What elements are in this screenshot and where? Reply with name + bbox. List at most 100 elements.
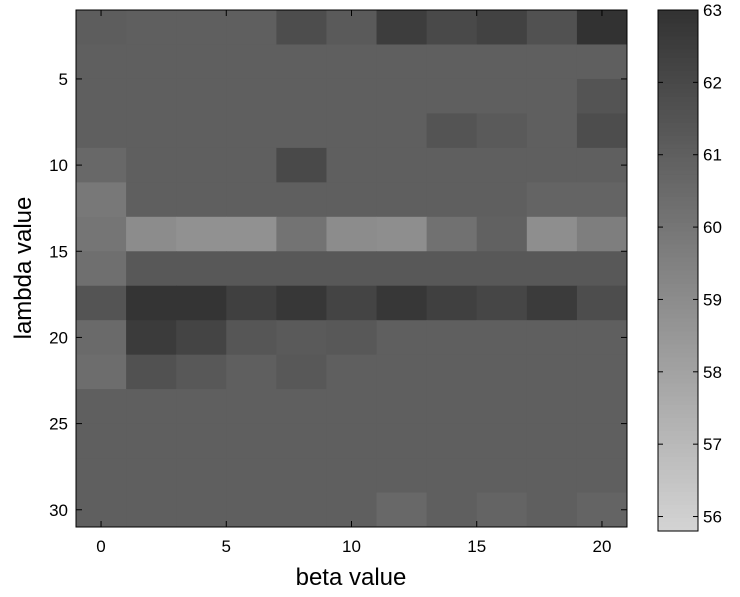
heatmap-cell: [527, 389, 578, 424]
colorbar-swatch: [658, 375, 698, 380]
heatmap-cell: [477, 148, 528, 183]
heatmap-cell: [427, 217, 478, 252]
colorbar-swatch: [658, 262, 698, 267]
heatmap-cell: [377, 148, 428, 183]
heatmap-cell: [326, 44, 377, 79]
heatmap-cell: [477, 79, 528, 114]
heatmap-cell: [477, 458, 528, 493]
colorbar-tick-label: 62: [703, 73, 722, 92]
heatmap-cell: [276, 113, 327, 148]
x-tick-label: 5: [222, 537, 231, 556]
colorbar-swatch: [658, 475, 698, 480]
colorbar-swatch: [658, 158, 698, 163]
y-tick-label: 25: [49, 415, 68, 434]
heatmap-cell: [577, 182, 628, 217]
y-axis-label: lambda value: [10, 197, 37, 340]
heatmap-cell: [477, 320, 528, 355]
heatmap-cell: [226, 44, 277, 79]
heatmap-cell: [427, 355, 478, 390]
colorbar-swatch: [658, 440, 698, 445]
colorbar-swatch: [658, 405, 698, 410]
heatmap-cell: [427, 493, 478, 528]
heatmap-cell: [477, 113, 528, 148]
heatmap-cell: [276, 389, 327, 424]
colorbar-swatch: [658, 140, 698, 145]
heatmap-cell: [76, 389, 127, 424]
colorbar-tick-label: 63: [703, 1, 722, 20]
colorbar-swatch: [658, 522, 698, 527]
heatmap-cell: [577, 113, 628, 148]
heatmap-cell: [377, 217, 428, 252]
heatmap-cell: [377, 286, 428, 321]
colorbar-swatch: [658, 75, 698, 80]
colorbar-swatch: [658, 257, 698, 262]
colorbar-swatch: [658, 318, 698, 323]
heatmap-cell: [326, 182, 377, 217]
heatmap-cell: [427, 424, 478, 459]
colorbar-swatch: [658, 435, 698, 440]
heatmap-cell: [176, 493, 227, 528]
colorbar-swatch: [658, 505, 698, 510]
heatmap-cell: [527, 320, 578, 355]
colorbar-swatch: [658, 114, 698, 119]
heatmap-cell: [126, 113, 177, 148]
colorbar-swatch: [658, 271, 698, 276]
colorbar-swatch: [658, 370, 698, 375]
heatmap-cell: [76, 286, 127, 321]
colorbar-swatch: [658, 205, 698, 210]
heatmap-cell: [377, 389, 428, 424]
colorbar-swatch: [658, 153, 698, 158]
heatmap-cell: [527, 148, 578, 183]
heatmap-cell: [326, 79, 377, 114]
heatmap-cell: [126, 10, 177, 45]
colorbar-swatch: [658, 106, 698, 111]
heatmap-cell: [126, 251, 177, 286]
heatmap-cell: [226, 424, 277, 459]
heatmap-cell: [226, 286, 277, 321]
colorbar-swatch: [658, 127, 698, 132]
colorbar-swatch: [658, 184, 698, 189]
heatmap-cell: [326, 424, 377, 459]
heatmap-cell: [176, 389, 227, 424]
colorbar-swatch: [658, 162, 698, 167]
colorbar-swatch: [658, 197, 698, 202]
colorbar-swatch: [658, 422, 698, 427]
colorbar-swatch: [658, 179, 698, 184]
colorbar-swatch: [658, 231, 698, 236]
colorbar-swatch: [658, 145, 698, 150]
colorbar-swatch: [658, 92, 698, 97]
colorbar-tick-label: 56: [703, 508, 722, 527]
heatmap-cell: [377, 424, 428, 459]
colorbar-swatch: [658, 110, 698, 115]
heatmap-cell: [126, 458, 177, 493]
heatmap-cell: [126, 389, 177, 424]
y-tick-label: 15: [49, 242, 68, 261]
colorbar-swatch: [658, 453, 698, 458]
heatmap-cell: [226, 79, 277, 114]
colorbar-swatch: [658, 136, 698, 141]
heatmap-cell: [326, 286, 377, 321]
heatmap-cell: [126, 79, 177, 114]
heatmap-cell: [176, 251, 227, 286]
heatmap-cell: [226, 217, 277, 252]
colorbar-swatch: [658, 166, 698, 171]
colorbar-swatch: [658, 149, 698, 154]
colorbar-swatch: [658, 244, 698, 249]
heatmap-cell: [276, 320, 327, 355]
heatmap-cell: [276, 424, 327, 459]
heatmap-cell: [276, 79, 327, 114]
heatmap-cell: [76, 424, 127, 459]
colorbar-swatch: [658, 19, 698, 24]
heatmap-cell: [427, 148, 478, 183]
colorbar-swatch: [658, 427, 698, 432]
heatmap-cell: [527, 182, 578, 217]
colorbar-swatch: [658, 101, 698, 106]
colorbar-swatch: [658, 279, 698, 284]
heatmap-cell: [427, 113, 478, 148]
heatmap-cell: [276, 44, 327, 79]
colorbar-tick-label: 60: [703, 218, 722, 237]
heatmap-cell: [377, 355, 428, 390]
heatmap-cell: [226, 10, 277, 45]
heatmap-cell: [427, 458, 478, 493]
